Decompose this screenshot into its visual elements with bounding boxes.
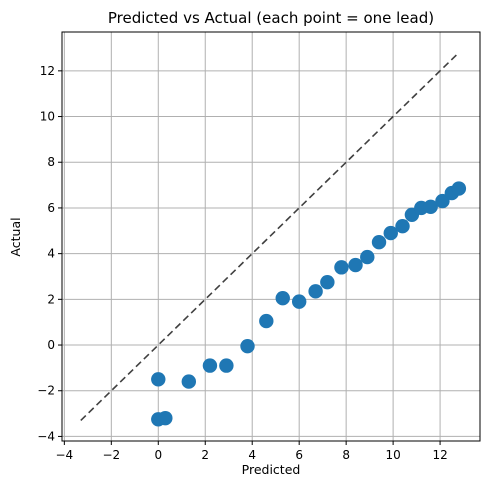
data-point — [371, 235, 387, 250]
data-point — [181, 374, 197, 389]
y-tick-label: −4 — [37, 429, 55, 443]
data-point — [451, 181, 467, 196]
y-tick-label: 2 — [47, 292, 55, 306]
data-point — [423, 199, 438, 214]
x-tick-label: 12 — [432, 448, 447, 462]
data-point — [348, 257, 363, 273]
chart-title: Predicted vs Actual (each point = one le… — [108, 9, 434, 27]
x-tick-label: 2 — [201, 448, 209, 462]
x-tick-label: 6 — [295, 448, 303, 462]
reference-line — [80, 54, 458, 422]
data-point — [334, 260, 349, 275]
data-point — [240, 338, 255, 354]
y-axis-label: Actual — [8, 217, 23, 256]
y-tick-label: 12 — [40, 64, 55, 78]
data-points — [151, 181, 467, 427]
y-tick-label: 4 — [47, 247, 55, 261]
y-tick-label: 6 — [47, 201, 55, 215]
x-tick-label: 4 — [248, 448, 256, 462]
axis-ticks: −4 −2 0 2 4 6 8 10 12 −4 −2 0 2 4 6 8 10 12 — [37, 64, 447, 462]
plot-frame — [61, 31, 481, 442]
x-tick-label: 0 — [154, 448, 162, 462]
data-point — [383, 225, 398, 241]
data-point — [151, 372, 166, 387]
data-point — [275, 290, 290, 306]
data-point — [291, 294, 307, 309]
data-point — [395, 219, 410, 234]
grid — [62, 32, 480, 441]
data-point — [308, 284, 323, 299]
data-point — [259, 313, 274, 329]
data-point — [158, 410, 173, 426]
x-axis-label: Predicted — [242, 462, 301, 477]
data-point — [202, 358, 218, 373]
x-tick-label: −4 — [55, 448, 73, 462]
data-point — [219, 358, 234, 373]
y-tick-label: 8 — [47, 155, 55, 169]
x-tick-label: 10 — [385, 448, 400, 462]
data-point — [360, 249, 375, 265]
y-tick-label: 10 — [40, 110, 55, 124]
data-point — [435, 193, 450, 209]
data-point — [320, 274, 335, 290]
y-tick-label: 0 — [47, 338, 55, 352]
x-tick-label: −2 — [102, 448, 120, 462]
reference-line-layer — [80, 54, 458, 422]
y-tick-label: −2 — [37, 384, 55, 398]
x-tick-label: 8 — [342, 448, 350, 462]
